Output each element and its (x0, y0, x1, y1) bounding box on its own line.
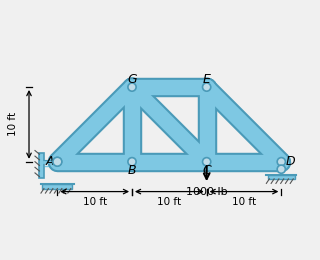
Circle shape (53, 157, 62, 166)
Text: 10 ft: 10 ft (8, 112, 18, 136)
Polygon shape (43, 184, 72, 188)
Text: 10 ft: 10 ft (83, 197, 107, 207)
Text: E: E (203, 73, 211, 86)
Circle shape (203, 83, 211, 91)
Circle shape (128, 158, 136, 166)
Text: A: A (46, 155, 54, 168)
Polygon shape (268, 175, 295, 179)
Circle shape (277, 158, 285, 166)
Text: 10 ft: 10 ft (232, 197, 256, 207)
Text: 10 ft: 10 ft (157, 197, 181, 207)
Text: C: C (202, 164, 211, 177)
Circle shape (53, 158, 61, 166)
Circle shape (277, 165, 285, 173)
Circle shape (128, 83, 136, 91)
Text: D: D (285, 155, 295, 168)
Polygon shape (39, 153, 44, 178)
Text: B: B (128, 164, 136, 177)
Text: G: G (127, 73, 137, 86)
Circle shape (203, 158, 211, 166)
Text: 1000 lb: 1000 lb (186, 187, 228, 197)
